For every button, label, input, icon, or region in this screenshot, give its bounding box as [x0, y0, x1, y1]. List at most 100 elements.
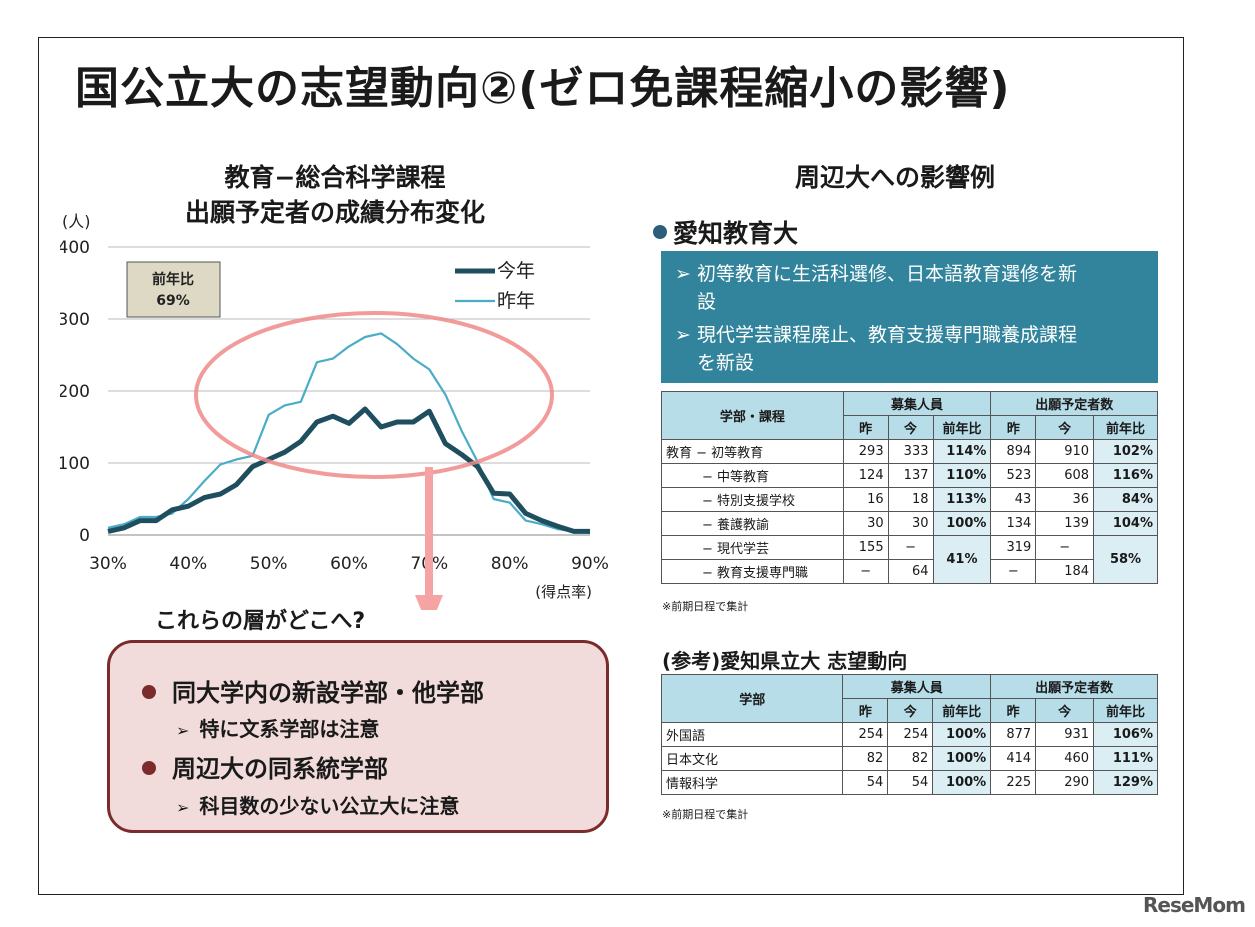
cell-app-ratio: 58%	[1093, 535, 1158, 584]
legend-label: 今年	[497, 260, 535, 282]
cell-app-this: 184	[1035, 559, 1095, 584]
row-label: 教育 − 初等教育	[661, 439, 844, 464]
cell-recruit-ratio: 100%	[932, 770, 992, 795]
cell-app-this: 608	[1035, 463, 1095, 488]
dept-name: − 現代学芸	[661, 535, 844, 560]
change-point-2-text: 現代学芸課程廃止、教育支援専門職養成課程	[696, 324, 1077, 346]
series-line-last-year	[107, 332, 591, 534]
table1-note: ※前期日程で集計	[662, 600, 749, 613]
x-tick-label: 60%	[330, 554, 368, 574]
legend-label: 昨年	[497, 290, 535, 312]
cell-recruit-ratio: 100%	[932, 746, 992, 771]
cell-app-ratio: 111%	[1093, 746, 1158, 771]
bullet-icon	[142, 685, 156, 699]
cell-app-ratio: 104%	[1093, 511, 1158, 536]
chart-title-line2: 出願予定者の成績分布変化	[184, 198, 485, 227]
col-header-ratio: 前年比	[1093, 415, 1158, 440]
x-tick-label: 40%	[169, 554, 207, 574]
callout-item-2-text: 周辺大の同系統学部	[172, 755, 388, 783]
col-header-this: 今	[1035, 698, 1095, 723]
col-header-last: 昨	[990, 698, 1037, 723]
callout-box: 同大学内の新設学部・他学部 ➢ 特に文系学部は注意 周辺大の同系統学部 ➢ 科目数の…	[107, 640, 609, 833]
change-point-1: ➢ 初等教育に生活科選修、日本語教育選修を新	[675, 259, 1077, 286]
cell-app-last: 877	[990, 722, 1037, 747]
col-header-applicants: 出願予定者数	[990, 674, 1158, 699]
cell-app-this: 290	[1035, 770, 1095, 795]
cell-recruit-last: 155	[842, 535, 889, 560]
cell-app-ratio: 84%	[1093, 487, 1158, 512]
y-tick-label: 300	[60, 310, 90, 330]
cell-recruit-this: 64	[887, 559, 934, 584]
table-row: 外国語 254 254 100% 877 931 106%	[660, 722, 1158, 747]
cell-recruit-this: 333	[887, 439, 934, 464]
dept-name: 外国語	[660, 722, 844, 747]
cell-app-last: 894	[990, 439, 1037, 464]
x-tick-label: 80%	[491, 554, 529, 574]
change-point-1-text: 初等教育に生活科選修、日本語教育選修を新	[696, 263, 1077, 285]
dept-name: − 養護教諭	[661, 511, 844, 536]
cell-recruit-this: 54	[887, 770, 934, 795]
col-header-ratio: 前年比	[932, 698, 992, 723]
col-header-this: 今	[1035, 415, 1095, 440]
table2-note: ※前期日程で集計	[662, 808, 749, 821]
col-header-last: 昨	[990, 415, 1037, 440]
change-point-2-cont: を新設	[697, 352, 755, 374]
arrow-right-icon: ➢	[176, 798, 190, 817]
cell-app-last: 523	[990, 463, 1037, 488]
cell-recruit-this: 137	[887, 463, 934, 488]
y-axis-label: (人)	[62, 212, 91, 231]
table-row: 情報科学 54 54 100% 225 290 129%	[660, 770, 1158, 795]
cell-recruit-last: −	[842, 559, 889, 584]
cell-recruit-this: 82	[887, 746, 934, 771]
cell-recruit-last: 30	[842, 511, 889, 536]
dept-name: − 特別支援学校	[661, 487, 844, 512]
x-tick-label: 50%	[250, 554, 288, 574]
change-summary-box: ➢ 初等教育に生活科選修、日本語教育選修を新 設 ➢ 現代学芸課程廃止、教育支援…	[661, 251, 1158, 383]
dept-name: − 中等教育	[661, 463, 844, 488]
col-header-last: 昨	[842, 415, 889, 440]
col-header-this: 今	[887, 698, 934, 723]
col-header-dept: 学部	[660, 674, 844, 723]
cell-recruit-last: 124	[842, 463, 889, 488]
cell-recruit-ratio: 100%	[932, 722, 992, 747]
cell-app-this: 36	[1035, 487, 1095, 512]
arrow-right-icon: ➢	[176, 721, 190, 740]
y-tick-label: 200	[60, 382, 90, 402]
series-line-this-year	[107, 406, 590, 534]
arrow-right-icon: ➢	[675, 324, 697, 346]
cell-app-ratio: 116%	[1093, 463, 1158, 488]
cell-app-last: 225	[990, 770, 1037, 795]
resemom-logo: ReseMom	[1143, 893, 1246, 917]
group-label: 教育	[666, 446, 693, 461]
page-title: 国公立大の志望動向②(ゼロ免課程縮小の影響)	[75, 63, 1011, 114]
cell-app-last: −	[990, 559, 1037, 584]
col-header-recruit: 募集人員	[842, 674, 992, 699]
table-row: − 特別支援学校 16 18 113% 43 36 84%	[661, 487, 1158, 512]
cell-recruit-last: 16	[842, 487, 889, 512]
cell-recruit-this: −	[887, 535, 934, 560]
x-tick-label: 90%	[571, 554, 609, 574]
callout-item-1-sub: ➢ 特に文系学部は注意	[176, 713, 379, 742]
y-tick-label: 400	[60, 238, 90, 258]
callout-question: これらの層がどこへ?	[155, 609, 366, 634]
cell-recruit-ratio: 114%	[932, 439, 992, 464]
col-header-recruit: 募集人員	[842, 391, 992, 416]
university-heading: 愛知教育大	[653, 214, 798, 250]
callout-item-2: 周辺大の同系統学部	[142, 749, 388, 784]
cell-recruit-ratio: 41%	[932, 535, 992, 584]
chart-title-line1: 教育−総合科学課程	[224, 163, 446, 192]
dept-name: 日本文化	[660, 746, 844, 771]
bullet-icon	[653, 225, 667, 239]
aichi-edu-table: 学部・課程 募集人員 出願予定者数 昨 今 前年比 昨 今 前年比 教育 − 初…	[661, 391, 1158, 584]
dept-name: − 教育支援専門職	[661, 559, 844, 584]
reference-title: (参考)愛知県立大 志望動向	[662, 649, 908, 673]
table-row: − 中等教育 124 137 110% 523 608 116%	[661, 463, 1158, 488]
y-tick-label: 100	[60, 454, 90, 474]
cell-recruit-ratio: 110%	[932, 463, 992, 488]
col-header-last: 昨	[842, 698, 889, 723]
ratio-badge-label: 前年比	[152, 271, 194, 288]
table-row: 教育 − 初等教育 293 333 114% 894 910 102%	[661, 439, 1158, 464]
highlight-ellipse	[194, 311, 554, 479]
ratio-badge-value: 69%	[156, 293, 190, 309]
col-header-ratio: 前年比	[1093, 698, 1158, 723]
